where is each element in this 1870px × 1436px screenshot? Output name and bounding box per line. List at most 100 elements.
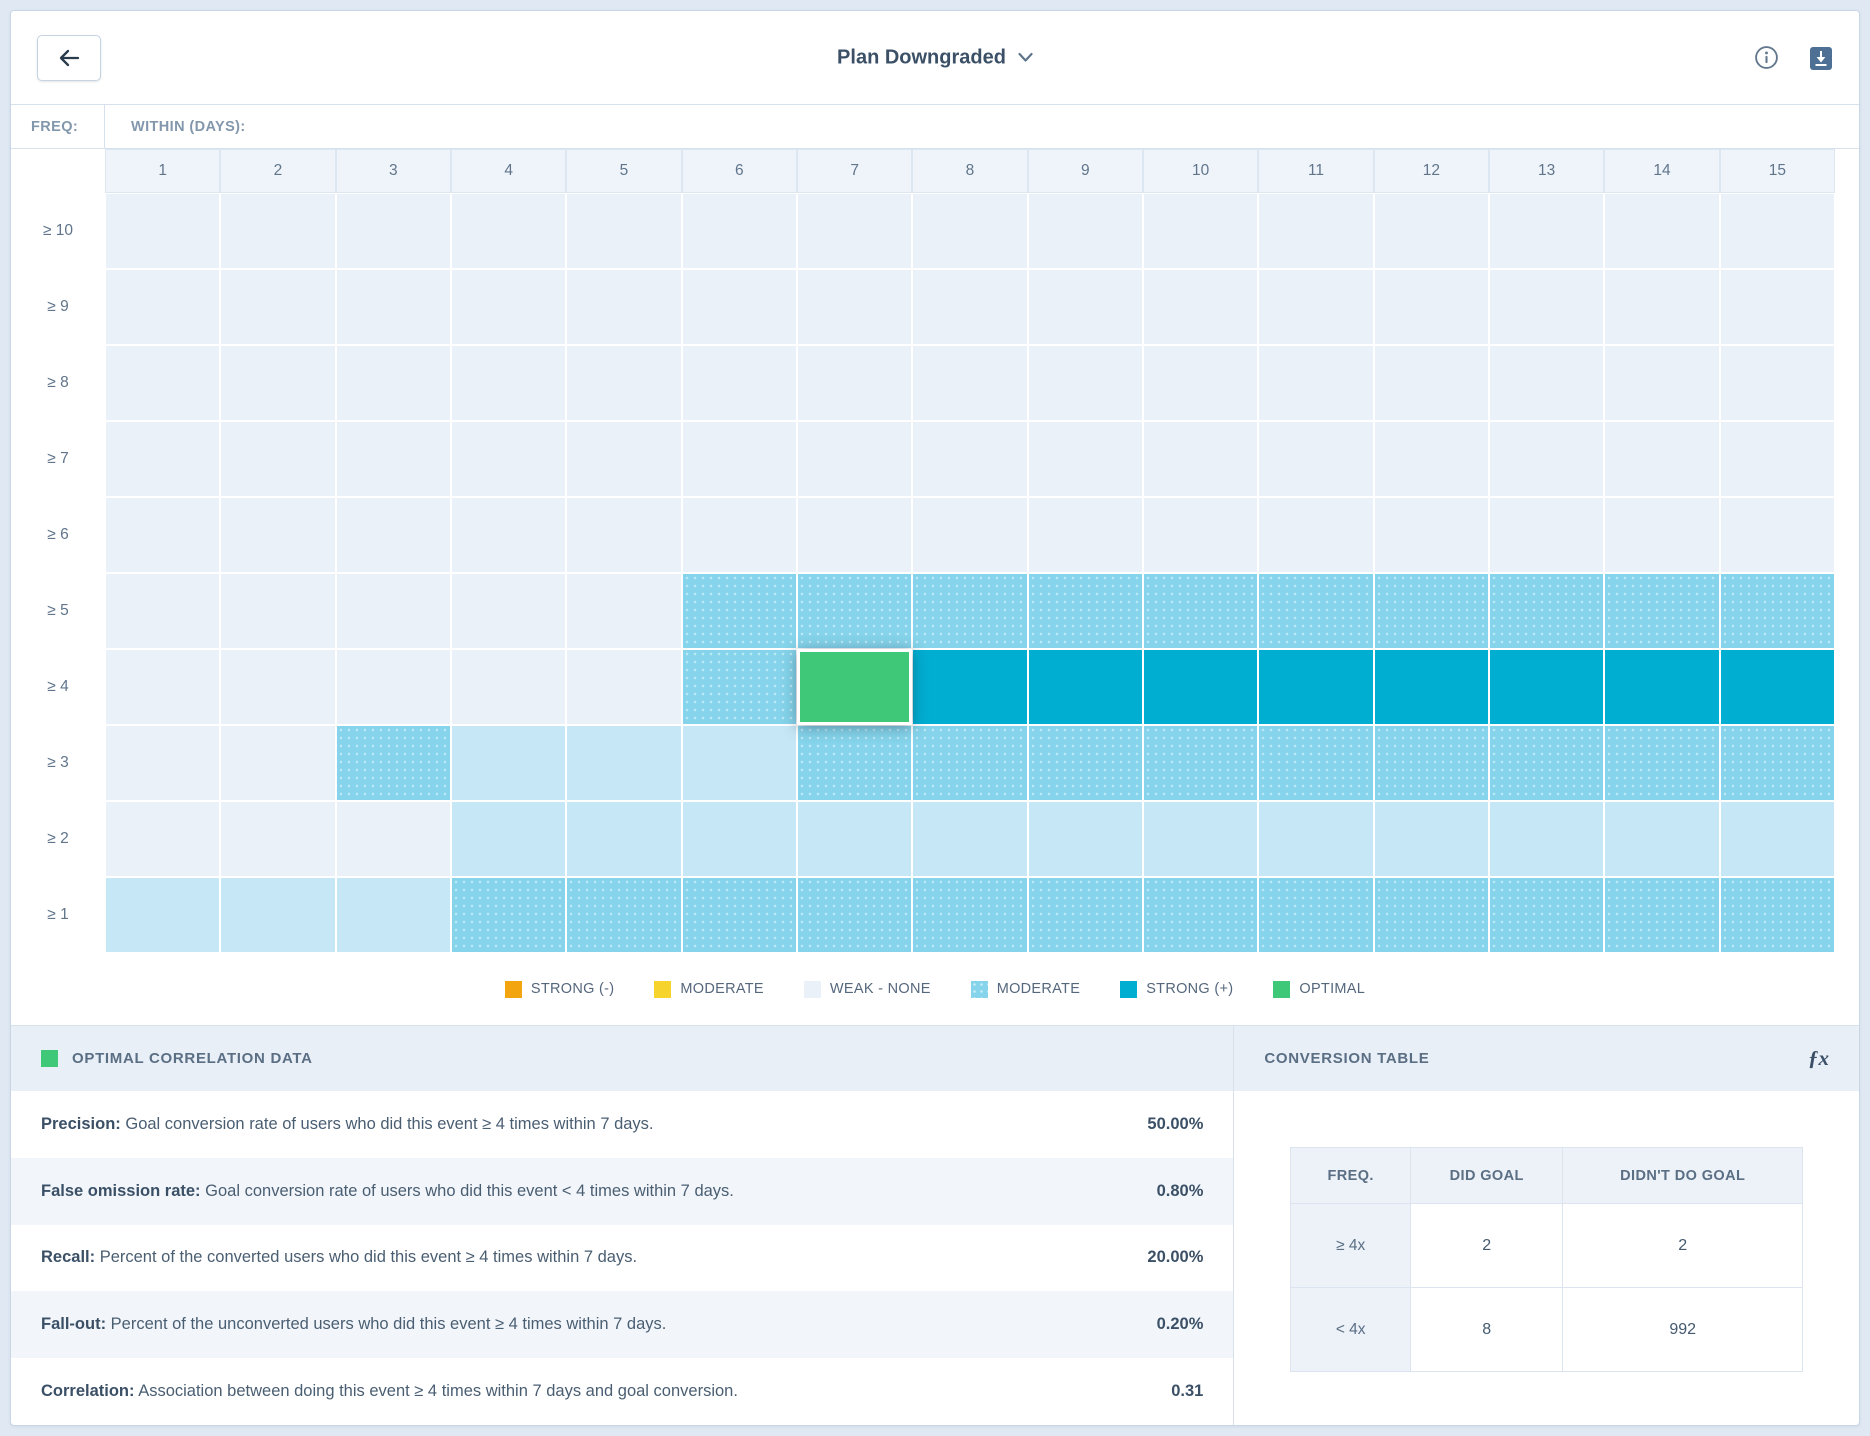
heatmap-cell[interactable] (220, 269, 336, 345)
heatmap-cell[interactable] (681, 497, 797, 573)
heatmap-cell[interactable] (451, 649, 567, 725)
heatmap-cell[interactable] (797, 345, 913, 421)
heatmap-cell[interactable] (105, 497, 221, 573)
heatmap-cell[interactable] (1489, 497, 1605, 573)
heatmap-cell[interactable] (912, 269, 1028, 345)
heatmap-cell[interactable] (1373, 649, 1489, 725)
heatmap-cell[interactable] (912, 725, 1028, 801)
heatmap-cell[interactable] (335, 877, 451, 953)
heatmap-cell[interactable] (1489, 421, 1605, 497)
heatmap-cell[interactable] (566, 345, 682, 421)
title-dropdown[interactable]: Plan Downgraded (837, 46, 1033, 69)
heatmap-cell[interactable] (220, 649, 336, 725)
heatmap-cell[interactable] (220, 801, 336, 877)
heatmap-cell[interactable] (681, 269, 797, 345)
heatmap-cell[interactable] (1027, 649, 1143, 725)
heatmap-cell[interactable] (566, 573, 682, 649)
heatmap-cell[interactable] (681, 649, 797, 725)
heatmap-cell[interactable] (1143, 801, 1259, 877)
heatmap-cell[interactable] (1143, 877, 1259, 953)
heatmap-cell[interactable] (681, 573, 797, 649)
heatmap-cell[interactable] (912, 421, 1028, 497)
heatmap-cell[interactable] (1143, 649, 1259, 725)
heatmap-cell[interactable] (451, 193, 567, 269)
heatmap-cell[interactable] (912, 497, 1028, 573)
heatmap-cell[interactable] (1373, 193, 1489, 269)
heatmap-cell[interactable] (1489, 877, 1605, 953)
heatmap-cell[interactable] (220, 877, 336, 953)
heatmap-cell[interactable] (335, 725, 451, 801)
heatmap-cell[interactable] (1604, 193, 1720, 269)
heatmap-cell[interactable] (1258, 421, 1374, 497)
heatmap-cell[interactable] (1373, 725, 1489, 801)
heatmap-cell[interactable] (1489, 193, 1605, 269)
heatmap-cell[interactable] (1604, 345, 1720, 421)
heatmap-cell-optimal[interactable] (797, 649, 913, 725)
heatmap-cell[interactable] (1719, 801, 1835, 877)
heatmap-cell[interactable] (1373, 269, 1489, 345)
heatmap-cell[interactable] (797, 877, 913, 953)
heatmap-cell[interactable] (451, 725, 567, 801)
heatmap-cell[interactable] (1027, 573, 1143, 649)
heatmap-cell[interactable] (335, 421, 451, 497)
heatmap-cell[interactable] (1258, 877, 1374, 953)
heatmap-cell[interactable] (1258, 269, 1374, 345)
heatmap-cell[interactable] (1719, 193, 1835, 269)
heatmap-cell[interactable] (1719, 345, 1835, 421)
heatmap-cell[interactable] (1489, 269, 1605, 345)
heatmap-cell[interactable] (451, 877, 567, 953)
heatmap-cell[interactable] (797, 193, 913, 269)
heatmap-cell[interactable] (220, 725, 336, 801)
heatmap-cell[interactable] (912, 801, 1028, 877)
heatmap-cell[interactable] (1027, 725, 1143, 801)
heatmap-cell[interactable] (1373, 877, 1489, 953)
heatmap-cell[interactable] (451, 573, 567, 649)
heatmap-cell[interactable] (912, 573, 1028, 649)
heatmap-cell[interactable] (105, 649, 221, 725)
heatmap-cell[interactable] (1027, 877, 1143, 953)
heatmap-cell[interactable] (1027, 801, 1143, 877)
heatmap-cell[interactable] (566, 725, 682, 801)
heatmap-cell[interactable] (566, 421, 682, 497)
heatmap-cell[interactable] (912, 649, 1028, 725)
heatmap-cell[interactable] (1373, 573, 1489, 649)
heatmap-cell[interactable] (1489, 725, 1605, 801)
heatmap-cell[interactable] (681, 421, 797, 497)
heatmap-cell[interactable] (1604, 421, 1720, 497)
heatmap-cell[interactable] (1143, 725, 1259, 801)
heatmap-cell[interactable] (1258, 801, 1374, 877)
heatmap-cell[interactable] (797, 573, 913, 649)
heatmap-cell[interactable] (1258, 345, 1374, 421)
heatmap-cell[interactable] (335, 801, 451, 877)
download-icon[interactable] (1809, 45, 1833, 71)
heatmap-cell[interactable] (797, 497, 913, 573)
heatmap-cell[interactable] (1489, 649, 1605, 725)
heatmap-cell[interactable] (335, 497, 451, 573)
heatmap-cell[interactable] (566, 193, 682, 269)
heatmap-cell[interactable] (1719, 421, 1835, 497)
heatmap-cell[interactable] (1027, 345, 1143, 421)
heatmap-cell[interactable] (566, 269, 682, 345)
heatmap-cell[interactable] (451, 345, 567, 421)
heatmap-cell[interactable] (335, 345, 451, 421)
heatmap-cell[interactable] (566, 877, 682, 953)
heatmap-cell[interactable] (1604, 725, 1720, 801)
heatmap-cell[interactable] (1373, 497, 1489, 573)
heatmap-cell[interactable] (1373, 801, 1489, 877)
heatmap-cell[interactable] (681, 193, 797, 269)
heatmap-cell[interactable] (451, 497, 567, 573)
heatmap-cell[interactable] (1027, 269, 1143, 345)
heatmap-cell[interactable] (912, 877, 1028, 953)
heatmap-cell[interactable] (681, 877, 797, 953)
heatmap-cell[interactable] (105, 193, 221, 269)
heatmap-cell[interactable] (1489, 801, 1605, 877)
heatmap-cell[interactable] (1604, 801, 1720, 877)
heatmap-cell[interactable] (335, 649, 451, 725)
heatmap-cell[interactable] (1143, 345, 1259, 421)
heatmap-cell[interactable] (105, 725, 221, 801)
heatmap-cell[interactable] (1489, 345, 1605, 421)
heatmap-cell[interactable] (1258, 193, 1374, 269)
heatmap-cell[interactable] (1258, 649, 1374, 725)
heatmap-cell[interactable] (220, 573, 336, 649)
heatmap-cell[interactable] (566, 497, 682, 573)
